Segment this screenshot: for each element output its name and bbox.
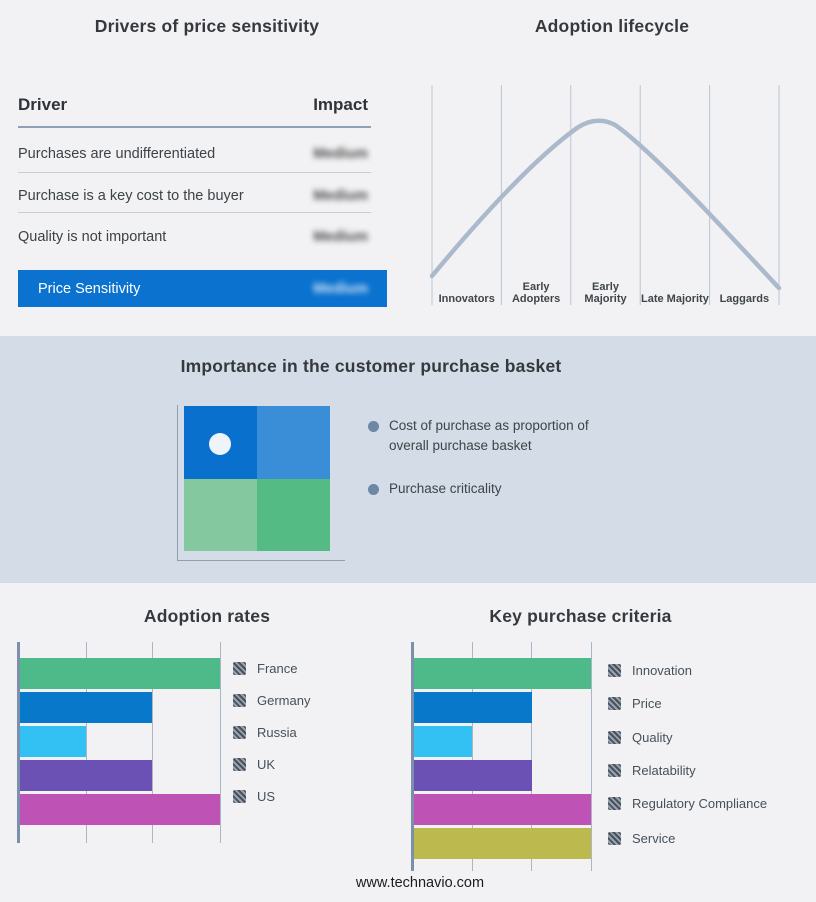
legend-label: Quality bbox=[632, 730, 673, 745]
bar-service bbox=[414, 828, 591, 859]
stage-label: Early Majority bbox=[584, 280, 627, 306]
legend-label: Price bbox=[632, 696, 662, 711]
legend-swatch-icon bbox=[608, 664, 621, 677]
legend-item: Russia bbox=[233, 725, 297, 740]
gridline bbox=[531, 642, 532, 871]
driver-cell: Quality is not important bbox=[18, 229, 167, 245]
legend-label: Germany bbox=[257, 693, 311, 708]
stage-label: Laggards bbox=[719, 293, 770, 306]
bar-regulatory-compliance bbox=[414, 794, 591, 825]
bar-innovation bbox=[414, 658, 591, 689]
legend-label: Russia bbox=[257, 725, 297, 740]
driver-cell: Purchases are undifferentiated bbox=[18, 146, 216, 162]
legend-label: Service bbox=[632, 831, 676, 846]
impact-cell-obscured: Medium bbox=[313, 188, 368, 204]
legend-item: France bbox=[233, 661, 297, 676]
gridline bbox=[86, 642, 87, 843]
quadrant-chart bbox=[184, 406, 330, 551]
lifecycle-bell-curve-chart bbox=[429, 85, 782, 305]
legend-label: Relatability bbox=[632, 763, 696, 778]
bullet-item: Cost of purchase as proportion of overal… bbox=[368, 416, 636, 455]
bullet-text: Purchase criticality bbox=[389, 481, 502, 496]
legend-swatch-icon bbox=[233, 662, 246, 675]
gridline bbox=[591, 642, 592, 871]
table-row-divider bbox=[18, 172, 371, 173]
legend-item: Service bbox=[608, 831, 675, 846]
legend-label: Regulatory Compliance bbox=[632, 796, 768, 811]
basket-title: Importance in the customer purchase bask… bbox=[180, 356, 562, 376]
summary-impact-obscured: Medium bbox=[313, 280, 368, 297]
impact-column-header: Impact bbox=[313, 95, 368, 114]
impact-cell-obscured: Medium bbox=[313, 229, 368, 245]
bar-russia bbox=[20, 726, 86, 757]
bar-price bbox=[414, 692, 532, 723]
quadrant-marker-dot bbox=[209, 433, 231, 455]
quadrant-top-right bbox=[257, 406, 330, 479]
table-row: Quality is not important Medium bbox=[18, 224, 368, 250]
legend-swatch-icon bbox=[233, 726, 246, 739]
legend-swatch-icon bbox=[608, 764, 621, 777]
quadrant-bottom-right bbox=[257, 478, 330, 551]
lifecycle-stage-labels: Innovators Early Adopters Early Majority… bbox=[432, 268, 779, 306]
legend-swatch-icon bbox=[608, 797, 621, 810]
legend-swatch-icon bbox=[608, 731, 621, 744]
quadrant-x-axis bbox=[177, 560, 345, 561]
legend-swatch-icon bbox=[608, 697, 621, 710]
bullet-icon bbox=[368, 421, 379, 432]
table-header-divider bbox=[18, 126, 371, 128]
bullet-icon bbox=[368, 484, 379, 495]
table-row: Purchases are undifferentiated Medium bbox=[18, 141, 368, 167]
stage-label: Early Adopters bbox=[511, 280, 561, 306]
legend-swatch-icon bbox=[233, 694, 246, 707]
quadrant-bottom-left bbox=[184, 478, 257, 551]
y-axis bbox=[411, 642, 414, 871]
legend-item: Regulatory Compliance bbox=[608, 796, 767, 811]
price-sensitivity-summary-row: Price Sensitivity Medium bbox=[18, 270, 387, 307]
website-footer: www.technavio.com bbox=[355, 875, 485, 891]
bar-france bbox=[20, 658, 220, 689]
adoption-rates-title: Adoption rates bbox=[143, 606, 271, 626]
quadrant-y-axis bbox=[177, 405, 178, 561]
bullet-item: Purchase criticality bbox=[368, 479, 636, 499]
legend-swatch-icon bbox=[233, 758, 246, 771]
bar-quality bbox=[414, 726, 472, 757]
table-row-divider bbox=[18, 212, 371, 213]
bar-uk bbox=[20, 760, 152, 791]
legend-label: France bbox=[257, 661, 298, 676]
legend-item: Quality bbox=[608, 730, 672, 745]
bar-us bbox=[20, 794, 220, 825]
legend-label: US bbox=[257, 789, 276, 804]
stage-label: Late Majority bbox=[640, 293, 709, 306]
bar-relatability bbox=[414, 760, 532, 791]
legend-label: Innovation bbox=[632, 663, 692, 678]
bullet-text: Cost of purchase as proportion of overal… bbox=[389, 418, 589, 453]
lifecycle-gridlines bbox=[431, 85, 780, 305]
lifecycle-curve bbox=[429, 118, 782, 291]
gridline bbox=[220, 642, 221, 843]
legend-label: UK bbox=[257, 757, 276, 772]
bar-germany bbox=[20, 692, 152, 723]
impact-cell-obscured: Medium bbox=[313, 146, 368, 162]
legend-item: Relatability bbox=[608, 763, 696, 778]
table-row: Purchase is a key cost to the buyer Medi… bbox=[18, 183, 368, 209]
legend-item: UK bbox=[233, 757, 275, 772]
legend-swatch-icon bbox=[233, 790, 246, 803]
legend-item: Innovation bbox=[608, 663, 692, 678]
legend-swatch-icon bbox=[608, 832, 621, 845]
summary-label: Price Sensitivity bbox=[38, 280, 141, 297]
lifecycle-panel-title: Adoption lifecycle bbox=[534, 16, 690, 36]
legend-item: Price bbox=[608, 696, 662, 711]
driver-column-header: Driver bbox=[18, 95, 68, 114]
driver-cell: Purchase is a key cost to the buyer bbox=[18, 188, 244, 204]
legend-item: Germany bbox=[233, 693, 310, 708]
stage-label: Innovators bbox=[438, 293, 495, 306]
basket-band bbox=[0, 336, 816, 583]
y-axis bbox=[17, 642, 20, 843]
drivers-panel-title: Drivers of price sensitivity bbox=[94, 16, 320, 36]
gridline bbox=[472, 642, 473, 871]
legend-item: US bbox=[233, 789, 275, 804]
gridline bbox=[152, 642, 153, 843]
key-purchase-criteria-title: Key purchase criteria bbox=[489, 606, 672, 626]
